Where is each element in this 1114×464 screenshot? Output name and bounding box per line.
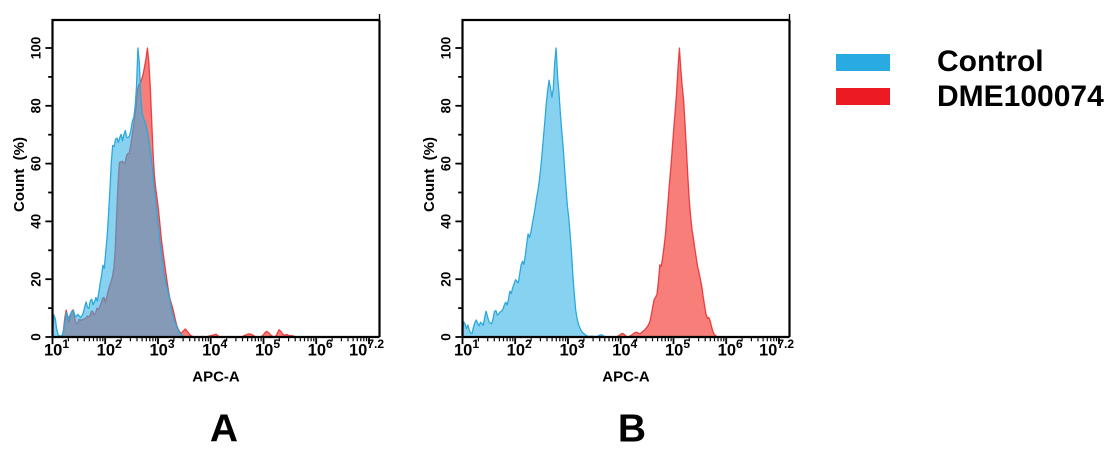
svg-text:0: 0 xyxy=(439,333,454,341)
svg-text:80: 80 xyxy=(439,98,454,113)
svg-text:DME100074: DME100074 xyxy=(937,80,1104,113)
svg-text:100: 100 xyxy=(439,37,454,60)
svg-text:Count (%): Count (%) xyxy=(421,137,438,212)
svg-text:0: 0 xyxy=(29,333,44,341)
svg-text:20: 20 xyxy=(29,272,44,287)
svg-text:60: 60 xyxy=(439,156,454,171)
svg-text:Count (%): Count (%) xyxy=(11,137,28,212)
svg-text:B: B xyxy=(618,408,646,451)
svg-text:100: 100 xyxy=(29,37,44,60)
svg-text:60: 60 xyxy=(29,156,44,171)
svg-text:APC-A: APC-A xyxy=(192,369,240,386)
svg-text:A: A xyxy=(210,408,238,451)
svg-text:Control: Control xyxy=(937,45,1044,78)
svg-text:40: 40 xyxy=(439,214,454,229)
svg-text:APC-A: APC-A xyxy=(602,369,650,386)
svg-text:80: 80 xyxy=(29,98,44,113)
svg-text:20: 20 xyxy=(439,272,454,287)
svg-text:40: 40 xyxy=(29,214,44,229)
